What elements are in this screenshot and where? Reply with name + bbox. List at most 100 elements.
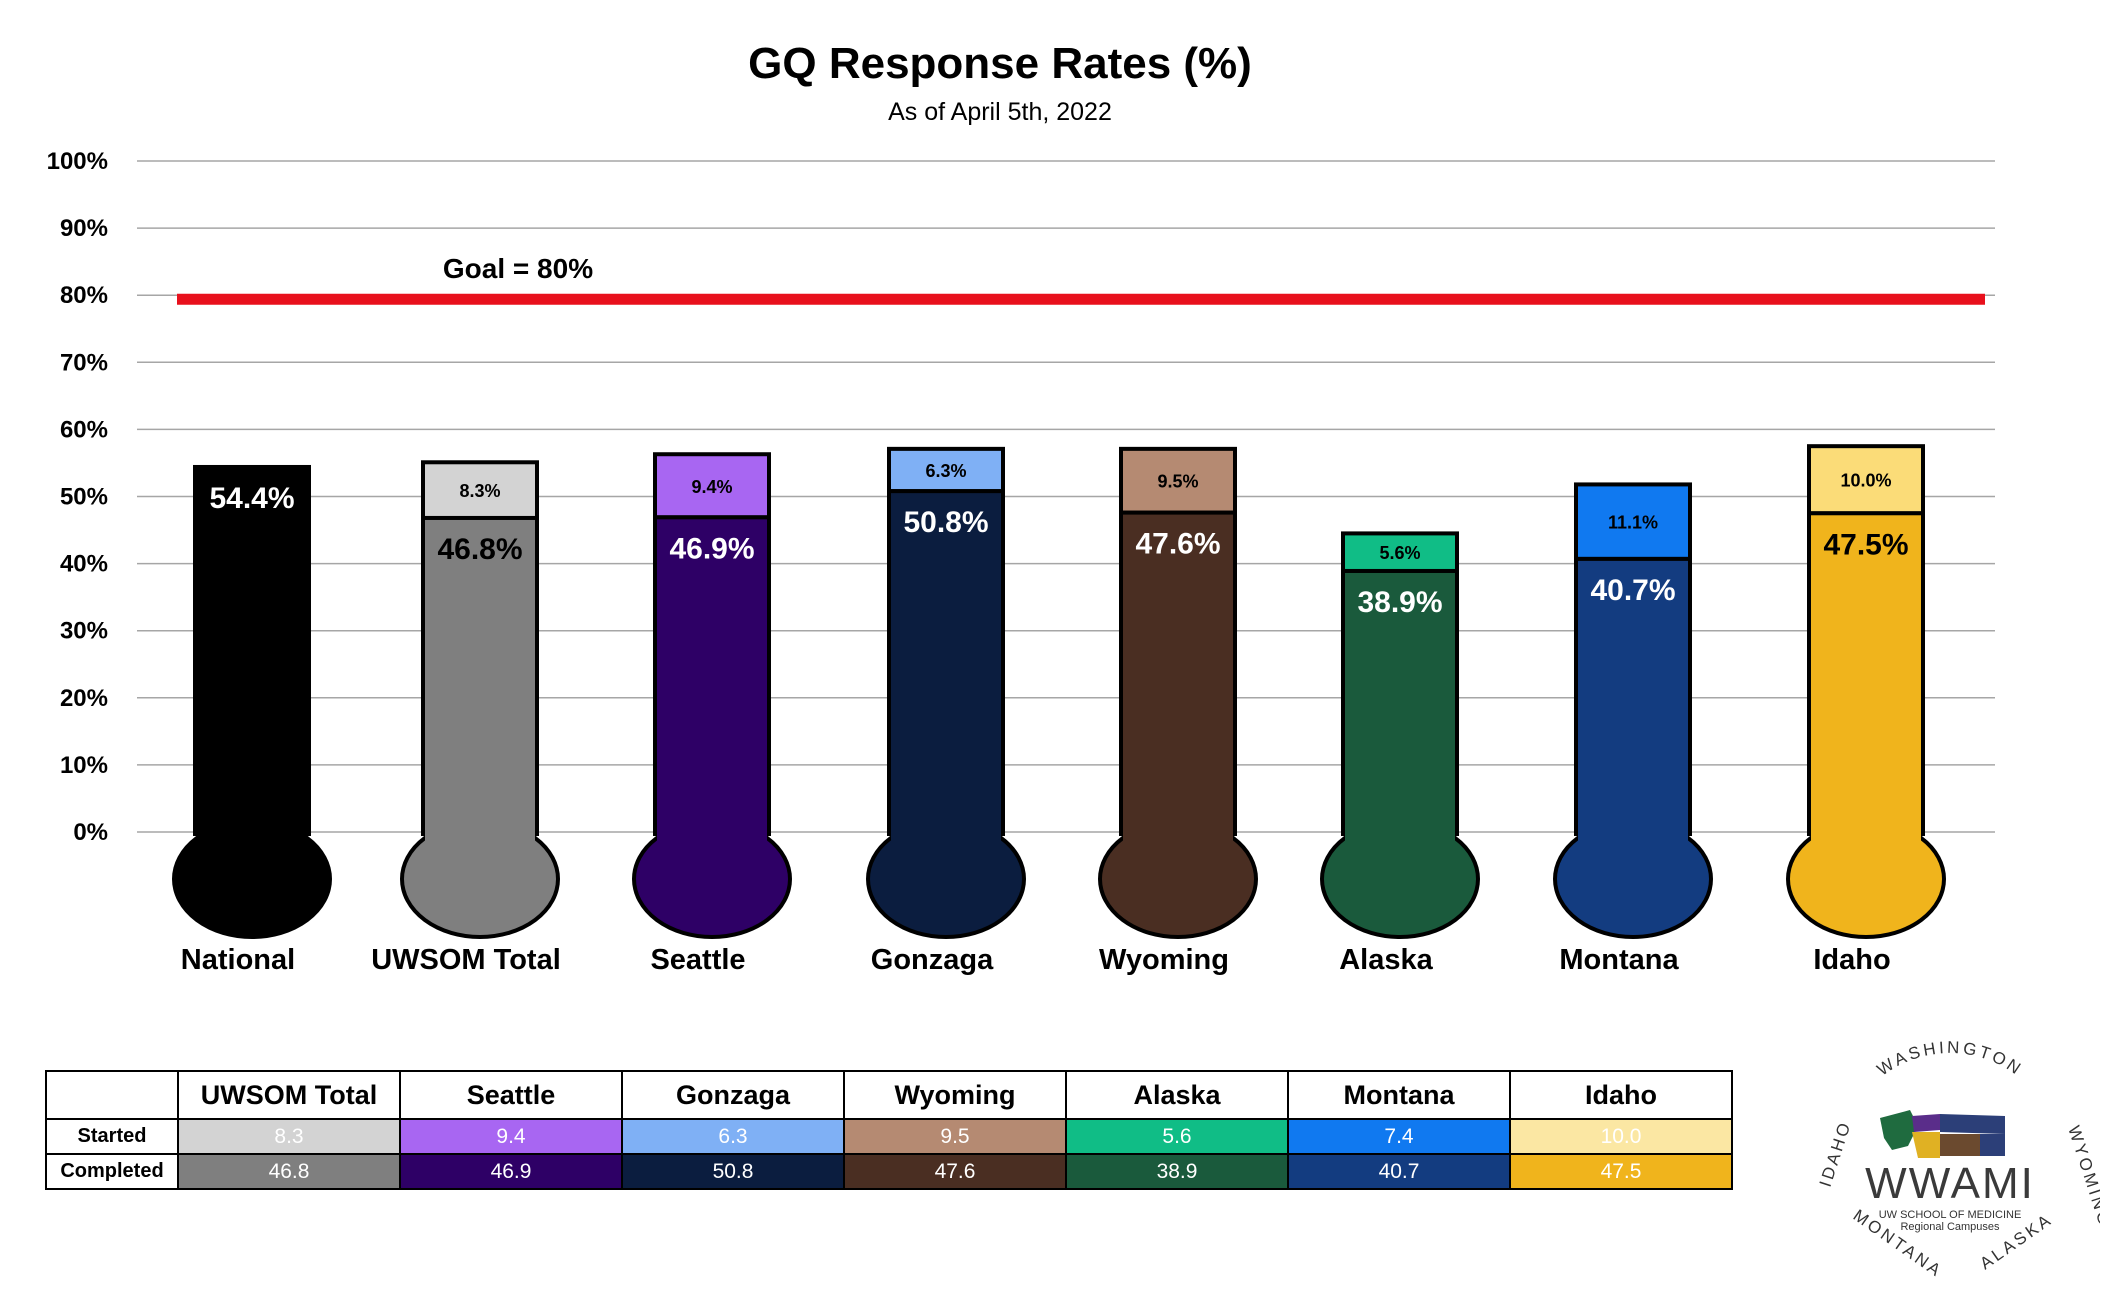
table-cell: 40.7 (1287, 1153, 1511, 1190)
table-cell: 47.5 (1509, 1153, 1733, 1190)
response-table: UWSOM Total Seattle Gonzaga Wyoming Alaska Mo… (45, 1070, 1733, 1190)
category-label: Wyoming (1099, 944, 1229, 976)
bar-bulb-joint (1811, 820, 1921, 850)
completed-label: 47.6% (1135, 528, 1220, 561)
y-tick-label: 40% (60, 551, 108, 578)
grid-lines: 0% 10% 20% 30% 40% 50% 60% 70% 80% 90% 100% (47, 148, 1995, 846)
y-tick-label: 90% (60, 215, 108, 242)
completed-label: 46.8% (437, 533, 522, 566)
category-label: Montana (1559, 944, 1679, 976)
bar-group: 54.4% National (172, 464, 332, 976)
completed-label: 38.9% (1357, 586, 1442, 619)
table-cell: 38.9 (1065, 1153, 1289, 1190)
y-tick-label: 10% (60, 752, 108, 779)
bar-bulb-joint (1345, 820, 1455, 850)
bar-group: 9.5% 47.6% Wyoming (1098, 446, 1258, 976)
category-label: Idaho (1813, 944, 1890, 976)
table-cell: 46.9 (399, 1153, 623, 1190)
y-tick-label: 100% (47, 148, 108, 175)
bar-group: 6.3% 50.8% Gonzaga (866, 446, 1026, 976)
table-cell: 6.3 (621, 1118, 845, 1155)
bar-bulb-joint (1123, 820, 1233, 850)
logo-line2: Regional Campuses (1900, 1221, 2000, 1233)
table-header-row: UWSOM Total Seattle Gonzaga Wyoming Alaska Mo… (45, 1070, 1733, 1120)
bar-bulb-joint (425, 820, 535, 850)
bar-completed-segment (1119, 510, 1237, 836)
bars-group: 54.4% National 8.3% 46.8% UWSOM Total 9.4% 46.… (172, 444, 1946, 976)
table-header-cell: Idaho (1509, 1070, 1733, 1120)
started-label: 9.4% (691, 477, 732, 497)
bar-completed-segment (193, 464, 311, 836)
table-cell: 9.5 (843, 1118, 1067, 1155)
bar-completed-segment (1807, 511, 1925, 837)
bar-group: 8.3% 46.8% UWSOM Total (371, 460, 561, 976)
bar-group: 11.1% 40.7% Montana (1553, 482, 1713, 976)
table-cell: 47.6 (843, 1153, 1067, 1190)
table-body: Started 8.3 9.4 6.3 9.5 5.6 7.4 10.0 Completed 46… (45, 1118, 1733, 1190)
category-label: UWSOM Total (371, 944, 561, 976)
logo-wordmark: WWAMI (1865, 1159, 2035, 1208)
category-label: Alaska (1339, 944, 1433, 976)
table-cell: 46.8 (177, 1153, 401, 1190)
category-label: Gonzaga (871, 944, 994, 976)
table-row: Completed 46.8 46.9 50.8 47.6 38.9 40.7 47.5 (45, 1153, 1733, 1190)
table-row-label: Completed (45, 1153, 179, 1190)
table-corner-cell (45, 1070, 179, 1120)
category-label: Seattle (650, 944, 745, 976)
bar-group: 9.4% 46.9% Seattle (632, 452, 792, 976)
table-cell: 9.4 (399, 1118, 623, 1155)
started-label: 5.6% (1379, 543, 1420, 563)
bar-group: 10.0% 47.5% Idaho (1786, 444, 1946, 976)
chart-title: GQ Response Rates (%) (748, 39, 1252, 88)
completed-label: 50.8% (903, 506, 988, 539)
bar-group: 5.6% 38.9% Alaska (1320, 531, 1480, 976)
bar-started-segment (1341, 531, 1459, 573)
y-tick-label: 70% (60, 349, 108, 376)
started-label: 10.0% (1840, 471, 1891, 491)
y-tick-label: 20% (60, 685, 108, 712)
logo-ring-top: WASHINGTON (1874, 1038, 2027, 1080)
started-label: 9.5% (1157, 472, 1198, 492)
bar-bulb-joint (657, 820, 767, 850)
bar-started-segment (653, 452, 771, 520)
chart-subtitle: As of April 5th, 2022 (888, 98, 1112, 126)
category-label: National (181, 944, 295, 976)
bar-bulb-joint (891, 820, 1001, 850)
table-cell: 10.0 (1509, 1118, 1733, 1155)
bar-started-segment (1119, 446, 1237, 515)
y-tick-label: 50% (60, 484, 108, 511)
table-cell: 7.4 (1287, 1118, 1511, 1155)
goal-line-group: Goal = 80% (177, 253, 1985, 305)
completed-label: 40.7% (1590, 574, 1675, 607)
goal-label: Goal = 80% (443, 253, 593, 284)
completed-label: 54.4% (209, 482, 294, 515)
bar-started-segment (1807, 444, 1925, 516)
table-row: Started 8.3 9.4 6.3 9.5 5.6 7.4 10.0 (45, 1118, 1733, 1155)
table-header-cell: UWSOM Total (177, 1070, 401, 1120)
bar-completed-segment (653, 515, 771, 837)
table-header-cell: Montana (1287, 1070, 1511, 1120)
table-cell: 8.3 (177, 1118, 401, 1155)
bar-started-segment (1574, 482, 1692, 561)
table-header-cell: Wyoming (843, 1070, 1067, 1120)
table-header-cell: Gonzaga (621, 1070, 845, 1120)
y-tick-label: 0% (73, 819, 108, 846)
bar-started-segment (421, 460, 539, 520)
table-cell: 50.8 (621, 1153, 845, 1190)
table-cell: 5.6 (1065, 1118, 1289, 1155)
bar-completed-segment (887, 489, 1005, 836)
completed-label: 47.5% (1823, 528, 1908, 561)
table-header-cell: Seattle (399, 1070, 623, 1120)
states-map-icon (1880, 1110, 2005, 1158)
bar-bulb-joint (197, 820, 307, 850)
logo-ring-right: WYOMING (2064, 1123, 2100, 1230)
logo-ring-left: IDAHO (1816, 1118, 1855, 1189)
table-header-cell: Alaska (1065, 1070, 1289, 1120)
completed-label: 46.9% (669, 532, 754, 565)
logo-line1: UW SCHOOL OF MEDICINE (1879, 1209, 2022, 1221)
started-label: 11.1% (1608, 513, 1658, 533)
y-tick-label: 80% (60, 282, 108, 309)
table-row-label: Started (45, 1118, 179, 1155)
y-tick-label: 60% (60, 416, 108, 443)
